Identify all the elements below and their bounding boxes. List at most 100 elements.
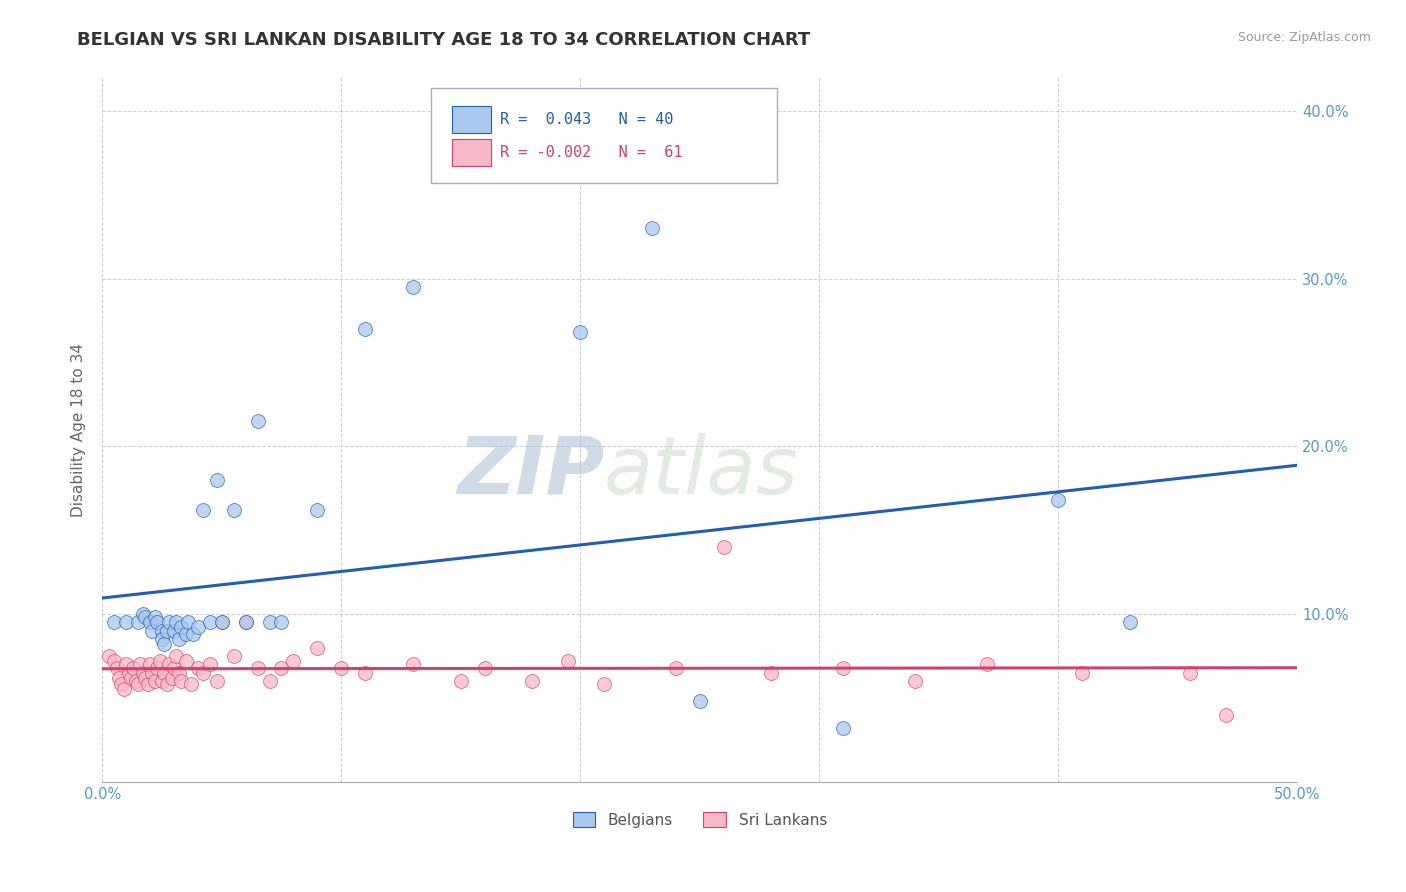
Point — [1178, 665, 1201, 680]
Point — [127, 677, 149, 691]
Point — [165, 648, 187, 663]
Text: R = -0.002   N =  61: R = -0.002 N = 61 — [501, 145, 683, 161]
Point — [1047, 493, 1070, 508]
Point — [115, 615, 138, 630]
Point — [198, 657, 221, 672]
Point — [187, 660, 209, 674]
Point — [181, 627, 204, 641]
Point — [146, 660, 169, 674]
Text: R =  0.043   N = 40: R = 0.043 N = 40 — [501, 112, 673, 128]
Point — [354, 322, 377, 336]
Point — [270, 660, 292, 674]
Point — [174, 627, 197, 641]
Point — [191, 665, 214, 680]
Y-axis label: Disability Age 18 to 34: Disability Age 18 to 34 — [72, 343, 86, 516]
Point — [904, 674, 927, 689]
Point — [112, 682, 135, 697]
Point — [402, 280, 425, 294]
Bar — [453, 139, 491, 166]
Point — [1071, 665, 1094, 680]
Point — [180, 677, 202, 691]
Point — [235, 615, 257, 630]
Point — [235, 615, 257, 630]
Point — [103, 615, 125, 630]
Point — [665, 660, 688, 674]
Point — [170, 620, 193, 634]
Point — [450, 674, 472, 689]
Point — [522, 674, 544, 689]
Bar — [453, 106, 491, 133]
Point — [108, 671, 131, 685]
Point — [593, 677, 616, 691]
Point — [156, 677, 179, 691]
Legend: Belgians, Sri Lankans: Belgians, Sri Lankans — [567, 805, 834, 834]
Point — [141, 624, 163, 638]
Point — [330, 660, 353, 674]
Text: atlas: atlas — [605, 433, 799, 511]
Point — [641, 221, 664, 235]
Point — [246, 660, 269, 674]
Point — [117, 665, 139, 680]
Point — [222, 648, 245, 663]
Point — [187, 620, 209, 634]
Point — [132, 607, 155, 621]
Point — [211, 615, 233, 630]
Point — [139, 615, 162, 630]
Point — [167, 632, 190, 647]
Point — [105, 660, 128, 674]
FancyBboxPatch shape — [430, 88, 778, 183]
Text: Source: ZipAtlas.com: Source: ZipAtlas.com — [1237, 31, 1371, 45]
Point — [153, 637, 176, 651]
Point — [689, 694, 711, 708]
Point — [205, 674, 228, 689]
Point — [205, 473, 228, 487]
Point — [146, 615, 169, 630]
Point — [1119, 615, 1142, 630]
Point — [132, 665, 155, 680]
Point — [127, 615, 149, 630]
Point — [307, 640, 329, 655]
Text: BELGIAN VS SRI LANKAN DISABILITY AGE 18 TO 34 CORRELATION CHART: BELGIAN VS SRI LANKAN DISABILITY AGE 18 … — [77, 31, 811, 49]
Point — [259, 674, 281, 689]
Point — [156, 624, 179, 638]
Point — [103, 654, 125, 668]
Point — [569, 326, 592, 340]
Point — [153, 665, 176, 680]
Point — [148, 654, 170, 668]
Point — [832, 660, 855, 674]
Point — [150, 632, 173, 647]
Point — [832, 721, 855, 735]
Point — [160, 671, 183, 685]
Point — [713, 540, 735, 554]
Point — [163, 624, 186, 638]
Point — [259, 615, 281, 630]
Point — [170, 674, 193, 689]
Point — [163, 660, 186, 674]
Point — [157, 657, 180, 672]
Point — [222, 503, 245, 517]
Point — [211, 615, 233, 630]
Point — [354, 665, 377, 680]
Point — [98, 648, 121, 663]
Point — [474, 660, 496, 674]
Point — [143, 610, 166, 624]
Point — [976, 657, 998, 672]
Point — [191, 503, 214, 517]
Point — [1215, 707, 1237, 722]
Point — [165, 615, 187, 630]
Point — [402, 657, 425, 672]
Point — [141, 665, 163, 680]
Point — [174, 654, 197, 668]
Point — [150, 624, 173, 638]
Point — [134, 610, 156, 624]
Point — [270, 615, 292, 630]
Point — [115, 657, 138, 672]
Point — [283, 654, 305, 668]
Point — [134, 671, 156, 685]
Point — [150, 674, 173, 689]
Point — [136, 677, 159, 691]
Point — [307, 503, 329, 517]
Point — [120, 671, 142, 685]
Point — [139, 657, 162, 672]
Point — [157, 615, 180, 630]
